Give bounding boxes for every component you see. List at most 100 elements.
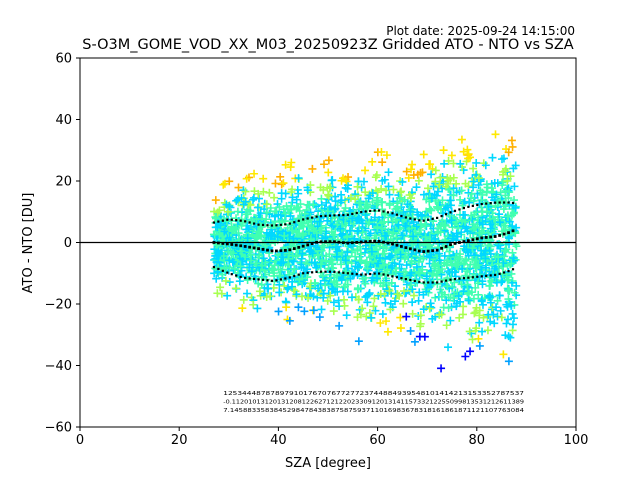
scatter-point xyxy=(323,207,332,216)
scatter-point xyxy=(238,218,247,227)
scatter-point xyxy=(436,173,445,182)
upper-std-dot xyxy=(511,201,515,205)
scatter-point xyxy=(447,151,456,160)
scatter-point xyxy=(288,282,297,291)
scatter-point xyxy=(399,267,408,276)
scatter-point xyxy=(498,181,507,190)
scatter-point xyxy=(309,292,318,301)
scatter-point xyxy=(295,206,304,215)
scatter-point xyxy=(225,177,234,186)
scatter-point xyxy=(419,150,428,159)
scatter-point xyxy=(259,174,268,183)
scatter-point xyxy=(400,195,409,204)
scatter-point xyxy=(380,249,389,258)
scatter-point xyxy=(270,261,279,270)
scatter-point xyxy=(292,228,301,237)
scatter-point xyxy=(394,220,403,229)
upper-std-dot xyxy=(235,219,238,222)
mean-dot xyxy=(230,243,234,246)
scatter-point xyxy=(492,303,501,312)
scatter-point xyxy=(412,263,421,272)
scatter-point xyxy=(340,301,349,310)
scatter-point xyxy=(262,208,271,217)
mean-dot xyxy=(328,240,332,244)
scatter-point xyxy=(454,223,463,232)
scatter-point xyxy=(250,169,259,178)
scatter-point xyxy=(370,213,379,222)
mean-dot xyxy=(453,242,457,245)
scatter-point xyxy=(512,281,521,290)
scatter-point xyxy=(392,233,401,242)
scatter-point xyxy=(446,256,455,265)
scatter-point xyxy=(353,182,362,191)
lower-std-dot xyxy=(418,280,421,283)
scatter-point xyxy=(503,212,512,221)
scatter-point xyxy=(432,271,441,280)
scatter-point xyxy=(239,200,248,209)
scatter-point xyxy=(315,217,324,226)
scatter-point xyxy=(305,226,314,235)
scatter-point xyxy=(490,178,499,187)
scatter-point xyxy=(467,189,476,198)
mean-dot xyxy=(426,249,430,253)
scatter-point xyxy=(457,228,466,237)
scatter-point xyxy=(440,159,449,168)
scatter-point xyxy=(378,310,387,319)
x-tick-label: 20 xyxy=(171,433,188,448)
stat-lines xyxy=(212,201,515,284)
scatter-point xyxy=(265,188,274,197)
mean-dot xyxy=(319,240,323,244)
scatter-point xyxy=(253,203,262,212)
scatter-point xyxy=(493,312,502,321)
lower-std-dot xyxy=(391,275,394,278)
scatter-point xyxy=(252,215,261,224)
upper-std-dot xyxy=(288,222,291,225)
lower-std-dot xyxy=(507,269,510,273)
lower-std-dot xyxy=(306,271,309,274)
scatter-point xyxy=(431,166,440,175)
scatter-point xyxy=(333,271,342,280)
scatter-point xyxy=(295,275,304,284)
upper-std-dot xyxy=(239,219,242,222)
scatter-point xyxy=(441,221,450,230)
lower-std-dot xyxy=(404,277,407,281)
scatter-point xyxy=(366,229,375,238)
scatter-point xyxy=(262,292,271,301)
scatter-point xyxy=(363,298,372,307)
lower-std-dot xyxy=(498,272,501,275)
scatter-point xyxy=(491,130,500,139)
scatter-point xyxy=(363,201,372,210)
scatter-point xyxy=(382,186,391,195)
scatter-point xyxy=(337,190,346,199)
scatter-point xyxy=(210,207,219,216)
scatter-point xyxy=(354,295,363,304)
scatter-point xyxy=(438,216,447,225)
upper-std-dot xyxy=(333,214,336,217)
scatter-point xyxy=(241,187,250,196)
scatter-point xyxy=(418,168,427,177)
scatter-point xyxy=(425,160,434,169)
mean-dot xyxy=(408,247,412,251)
scatter-point xyxy=(346,207,355,216)
scatter-point xyxy=(428,269,437,278)
mean-dot xyxy=(350,241,354,245)
scatter-point xyxy=(474,181,483,190)
scatter-point xyxy=(246,250,255,259)
lower-std-dot xyxy=(302,272,305,275)
scatter-point xyxy=(409,291,418,300)
scatter-point xyxy=(380,218,389,227)
upper-std-dot xyxy=(369,209,372,213)
scatter-point xyxy=(393,199,402,208)
upper-std-dot xyxy=(377,209,381,212)
mean-dot xyxy=(337,240,341,244)
lower-std-dot xyxy=(221,269,224,272)
scatter-point xyxy=(385,199,394,208)
lower-std-dot xyxy=(319,270,323,273)
scatter-point xyxy=(396,313,405,322)
upper-std-dot xyxy=(444,213,448,216)
scatter-point xyxy=(471,256,480,265)
scatter-point xyxy=(343,248,352,257)
scatter-point xyxy=(252,231,261,240)
bin-stat-row1: 1253444878789791017670767727723744884939… xyxy=(223,391,524,397)
